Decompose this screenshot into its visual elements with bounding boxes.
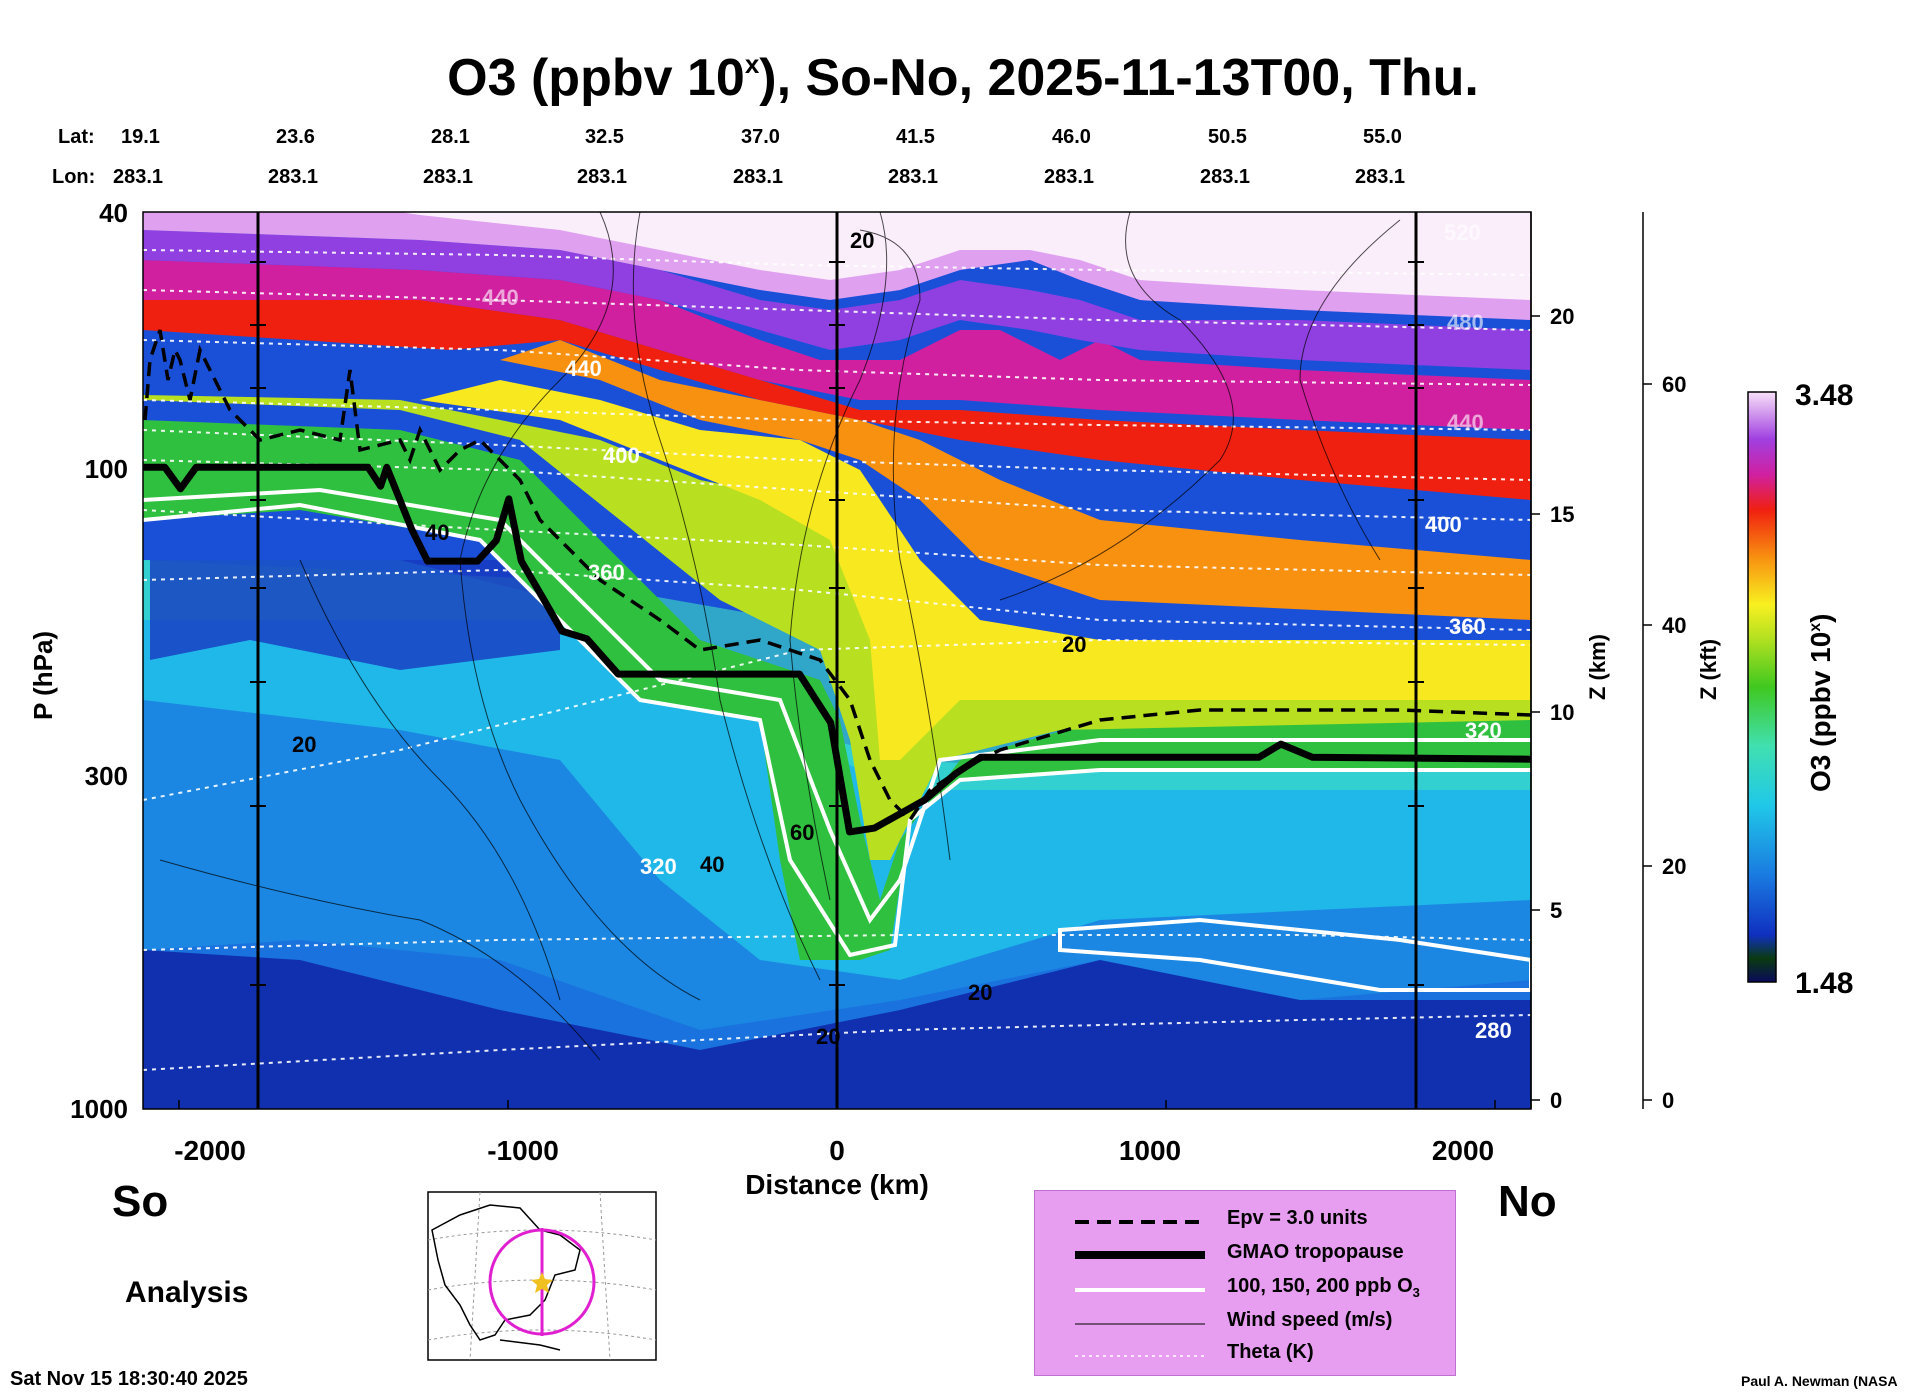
x-axis-title: Distance (km) — [745, 1169, 929, 1200]
z-kft-tick-label: 0 — [1662, 1088, 1674, 1113]
lat-value: 41.5 — [896, 126, 935, 148]
z-kft-ticks — [1643, 383, 1652, 1101]
lon-value: 283.1 — [1044, 166, 1095, 188]
x-axis: -2000 -1000 0 1000 2000 — [174, 1135, 1494, 1166]
lon-value: 283.1 — [733, 166, 784, 188]
lon-value: 283.1 — [423, 166, 474, 188]
p-tick-label: 100 — [85, 454, 128, 484]
colorbar — [1747, 391, 1777, 983]
wind-label: 20 — [292, 732, 316, 757]
p-tick-label: 1000 — [70, 1094, 128, 1124]
legend-item-theta: Theta (K) — [1075, 1341, 1314, 1363]
lat-label: Lat: — [58, 126, 95, 148]
legend: Epv = 3.0 units GMAO tropopause 100, 150… — [1034, 1190, 1456, 1376]
x-axis-ticks — [178, 1100, 1496, 1109]
theta-label: 520 — [1444, 220, 1481, 245]
legend-item-tropopause: GMAO tropopause — [1075, 1241, 1404, 1263]
z-km-tick-label: 20 — [1550, 304, 1574, 329]
wind-label: 60 — [790, 820, 814, 845]
pressure-axis: 40 100 300 1000 — [70, 198, 128, 1124]
x-tick-label: -1000 — [487, 1135, 559, 1166]
analysis-label: Analysis — [125, 1276, 248, 1309]
z-km-tick-label: 5 — [1550, 898, 1562, 923]
x-tick-label: -2000 — [174, 1135, 246, 1166]
legend-item-wind: Wind speed (m/s) — [1075, 1309, 1393, 1331]
theta-label: 440 — [482, 285, 519, 310]
z-km-axis-title: Z (km) — [1585, 634, 1610, 700]
lon-value: 283.1 — [268, 166, 319, 188]
inset-map — [427, 1191, 657, 1361]
location-markers — [256, 212, 1418, 1109]
wind-label: 20 — [816, 1024, 840, 1049]
timestamp: Sat Nov 15 18:30:40 2025 — [10, 1368, 248, 1390]
theta-label: 480 — [1447, 310, 1484, 335]
lon-label: Lon: — [52, 166, 96, 188]
wind-label: 20 — [1062, 632, 1086, 657]
lat-value: 19.1 — [121, 126, 160, 148]
north-label: No — [1498, 1177, 1557, 1226]
z-kft-axis-title: Z (kft) — [1696, 639, 1721, 700]
credit: Paul A. Newman (NASA — [1741, 1373, 1898, 1389]
lat-value: 32.5 — [585, 126, 624, 148]
p-tick-label: 40 — [99, 198, 128, 228]
lat-value: 28.1 — [431, 126, 470, 148]
theta-label: 360 — [588, 560, 625, 585]
wind-label: 20 — [850, 228, 874, 253]
wind-labels: 20 20 20 40 60 40 20 20 — [292, 228, 1086, 1049]
lat-value: 37.0 — [741, 126, 780, 148]
wind-label: 40 — [700, 852, 724, 877]
lat-value: 46.0 — [1052, 126, 1091, 148]
y-axis-title: P (hPa) — [28, 631, 58, 720]
colorbar-max: 3.48 — [1795, 379, 1853, 412]
z-km-tick-label: 0 — [1550, 1088, 1562, 1113]
wind-contours — [159, 212, 1401, 1061]
wind-label: 20 — [968, 980, 992, 1005]
lat-value: 50.5 — [1208, 126, 1247, 148]
lon-value: 283.1 — [577, 166, 628, 188]
theta-label: 440 — [1447, 410, 1484, 435]
x-tick-label: 1000 — [1119, 1135, 1181, 1166]
theta-label: 440 — [565, 356, 602, 381]
z-km-tick-label: 15 — [1550, 502, 1574, 527]
lon-value: 283.1 — [113, 166, 164, 188]
lon-value: 283.1 — [1355, 166, 1406, 188]
z-kft-tick-label: 60 — [1662, 372, 1686, 397]
theta-labels: 440 400 360 320 280 520 480 440 400 360 … — [482, 220, 1512, 1043]
south-label: So — [112, 1177, 168, 1226]
lon-value: 283.1 — [888, 166, 939, 188]
z-kft-tick-label: 20 — [1662, 854, 1686, 879]
theta-label: 360 — [1449, 614, 1486, 639]
z-kft-axis: 0 20 40 60 — [1662, 372, 1686, 1113]
z-km-ticks — [1531, 315, 1540, 1101]
x-tick-label: 2000 — [1432, 1135, 1494, 1166]
theta-contours — [143, 249, 1531, 1071]
epv-contours — [143, 329, 1531, 823]
theta-label: 320 — [1465, 718, 1502, 743]
wind-label: 40 — [425, 520, 449, 545]
z-km-tick-label: 10 — [1550, 700, 1574, 725]
lat-value: 23.6 — [276, 126, 315, 148]
x-tick-label: 0 — [829, 1135, 845, 1166]
theta-label: 400 — [603, 443, 640, 468]
location-marker-ticks — [250, 261, 1424, 986]
gmao-tropopause-line — [143, 463, 1531, 836]
theta-label: 400 — [1425, 512, 1462, 537]
colorbar-min: 1.48 — [1795, 967, 1853, 1000]
lat-value: 55.0 — [1363, 126, 1402, 148]
legend-item-ozone: 100, 150, 200 ppb O3 — [1075, 1275, 1420, 1300]
colorbar-title: O3 (ppbv 10x) — [1805, 614, 1836, 793]
theta-label: 280 — [1475, 1018, 1512, 1043]
z-km-axis: 0 5 10 15 20 — [1550, 304, 1574, 1113]
legend-item-epv: Epv = 3.0 units — [1075, 1207, 1368, 1229]
chart-title: O3 (ppbv 10x), So-No, 2025-11-13T00, Thu… — [447, 48, 1479, 107]
theta-label: 320 — [640, 854, 677, 879]
p-tick-label: 300 — [85, 761, 128, 791]
lon-value: 283.1 — [1200, 166, 1251, 188]
z-kft-tick-label: 40 — [1662, 613, 1686, 638]
